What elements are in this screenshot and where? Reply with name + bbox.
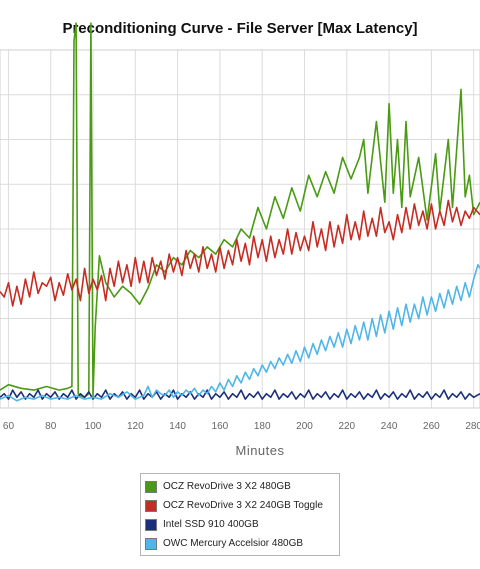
x-tick-label: 180 <box>254 421 271 432</box>
legend-item-1: OCZ RevoDrive 3 X2 480GB <box>141 477 339 496</box>
series-line-3 <box>0 389 480 400</box>
x-tick-label: 220 <box>338 421 355 432</box>
legend-item-2: OCZ RevoDrive 3 X2 240GB Toggle <box>141 496 339 515</box>
x-tick-label: 80 <box>45 421 57 432</box>
series-lines <box>0 22 480 402</box>
legend-label: OCZ RevoDrive 3 X2 480GB <box>163 481 291 492</box>
legend-item-3: Intel SSD 910 400GB <box>141 515 339 534</box>
legend-swatch <box>145 537 157 550</box>
legend-swatch <box>145 499 157 512</box>
legend-swatch <box>145 480 157 493</box>
series-line-2 <box>0 199 480 307</box>
x-axis-ticks: 60 80 100 120 140 160 180 200 220 240 260 280 <box>3 421 480 432</box>
series-line-1 <box>0 22 480 399</box>
x-tick-label: 160 <box>212 421 229 432</box>
x-tick-label: 140 <box>169 421 186 432</box>
x-tick-label: 260 <box>423 421 440 432</box>
legend-label: OWC Mercury Accelsior 480GB <box>163 538 304 549</box>
x-tick-label: 120 <box>127 421 144 432</box>
plot-frame <box>0 49 480 409</box>
legend-label: OCZ RevoDrive 3 X2 240GB Toggle <box>163 500 323 511</box>
x-tick-label: 200 <box>296 421 313 432</box>
legend: OCZ RevoDrive 3 X2 480GB OCZ RevoDrive 3 … <box>140 473 340 556</box>
x-tick-label: 240 <box>381 421 398 432</box>
legend-swatch <box>145 518 157 531</box>
x-tick-label: 280 <box>465 421 480 432</box>
x-axis-title: Minutes <box>235 443 284 458</box>
chart-title: Preconditioning Curve - File Server [Max… <box>62 20 418 37</box>
x-tick-label: 100 <box>85 421 102 432</box>
legend-item-4: OWC Mercury Accelsior 480GB <box>141 534 339 553</box>
legend-label: Intel SSD 910 400GB <box>163 519 259 530</box>
series-line-4 <box>0 264 480 402</box>
x-tick-label: 60 <box>3 421 15 432</box>
